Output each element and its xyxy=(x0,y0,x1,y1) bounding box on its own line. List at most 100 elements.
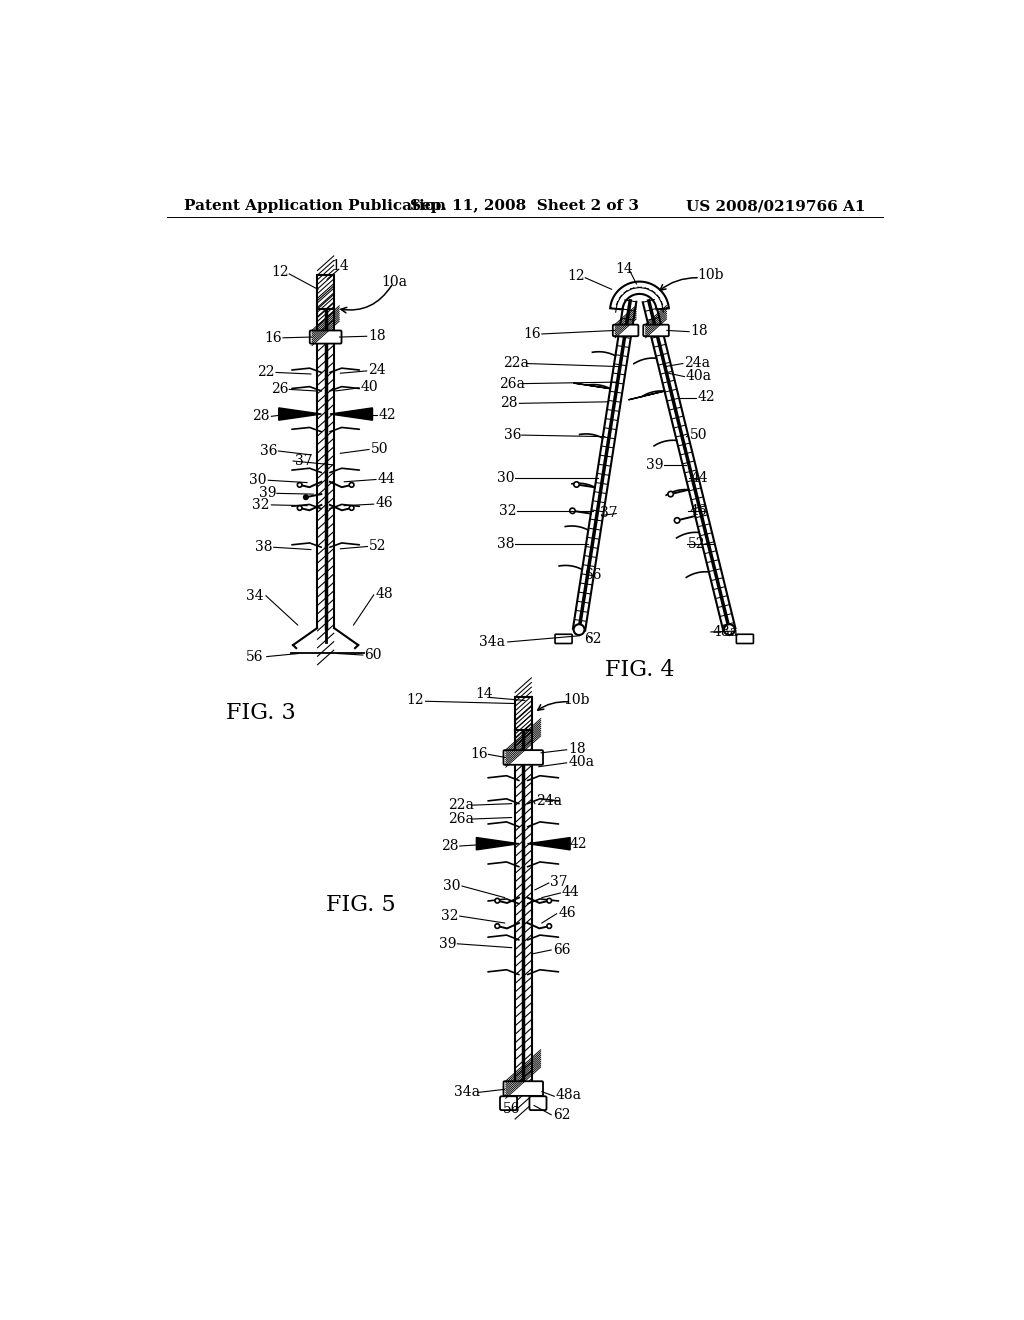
Text: 34: 34 xyxy=(246,589,263,603)
Text: 42: 42 xyxy=(697,391,715,404)
Text: 46: 46 xyxy=(558,906,575,920)
Text: 50: 50 xyxy=(690,428,708,442)
Text: 22a: 22a xyxy=(449,799,474,812)
Polygon shape xyxy=(610,281,669,309)
Text: 24a: 24a xyxy=(684,356,711,370)
Text: 18: 18 xyxy=(369,329,386,342)
Text: 38: 38 xyxy=(497,537,514,552)
FancyBboxPatch shape xyxy=(500,1096,517,1110)
Text: 34a: 34a xyxy=(455,1085,480,1100)
Text: 52: 52 xyxy=(369,539,386,553)
Circle shape xyxy=(724,624,735,635)
Text: 50: 50 xyxy=(371,442,388,455)
Text: 28: 28 xyxy=(501,396,518,411)
Text: 12: 12 xyxy=(271,265,289,280)
Text: 26a: 26a xyxy=(500,376,525,391)
Text: 30: 30 xyxy=(497,471,514,486)
Text: 48: 48 xyxy=(375,587,393,601)
Text: 14: 14 xyxy=(332,259,349,273)
FancyBboxPatch shape xyxy=(529,1096,547,1110)
Text: 56: 56 xyxy=(247,649,264,664)
Circle shape xyxy=(297,483,302,487)
Circle shape xyxy=(495,899,500,903)
Text: 32: 32 xyxy=(252,498,269,512)
Text: 32: 32 xyxy=(441,909,459,923)
Circle shape xyxy=(297,506,302,511)
FancyBboxPatch shape xyxy=(309,330,342,343)
Text: 62: 62 xyxy=(553,1107,570,1122)
Text: 36: 36 xyxy=(504,428,521,442)
Text: 39: 39 xyxy=(259,486,276,500)
Text: 16: 16 xyxy=(470,747,487,762)
Polygon shape xyxy=(629,391,665,400)
Text: 34a: 34a xyxy=(479,635,505,649)
Circle shape xyxy=(547,924,552,928)
Text: 28: 28 xyxy=(253,409,270,424)
Text: 22: 22 xyxy=(257,366,274,379)
Polygon shape xyxy=(527,837,570,850)
Text: 24: 24 xyxy=(369,363,386,378)
Text: 10a: 10a xyxy=(381,275,408,289)
Text: 18: 18 xyxy=(690,323,709,338)
Text: 26a: 26a xyxy=(449,812,474,826)
Text: 46: 46 xyxy=(690,504,708,519)
Text: 12: 12 xyxy=(406,693,424,706)
Text: 56: 56 xyxy=(503,1102,520,1117)
Text: 30: 30 xyxy=(249,474,266,487)
Bar xyxy=(317,276,334,309)
Text: 62: 62 xyxy=(585,632,602,645)
Text: 40a: 40a xyxy=(568,755,594,770)
Text: 44: 44 xyxy=(690,471,709,486)
Text: 14: 14 xyxy=(475,686,494,701)
Text: 39: 39 xyxy=(438,937,456,950)
Text: 10b: 10b xyxy=(697,268,724,282)
FancyBboxPatch shape xyxy=(612,325,638,337)
Circle shape xyxy=(569,508,575,513)
Text: US 2008/0219766 A1: US 2008/0219766 A1 xyxy=(686,199,866,213)
FancyBboxPatch shape xyxy=(504,1081,543,1096)
Text: 28: 28 xyxy=(441,840,459,853)
Circle shape xyxy=(349,483,354,487)
Text: FIG. 4: FIG. 4 xyxy=(605,660,675,681)
Text: 52: 52 xyxy=(688,537,706,552)
Text: Sep. 11, 2008  Sheet 2 of 3: Sep. 11, 2008 Sheet 2 of 3 xyxy=(411,199,639,213)
Text: 22a: 22a xyxy=(503,356,528,370)
Text: 12: 12 xyxy=(567,269,585,284)
Polygon shape xyxy=(573,383,610,388)
Polygon shape xyxy=(476,837,519,850)
Text: 14: 14 xyxy=(615,261,633,276)
Text: 66: 66 xyxy=(553,942,570,957)
Circle shape xyxy=(349,506,354,511)
Bar xyxy=(515,697,531,730)
Polygon shape xyxy=(643,300,735,631)
FancyBboxPatch shape xyxy=(504,750,543,764)
Text: 26: 26 xyxy=(271,383,289,396)
Circle shape xyxy=(668,491,674,496)
Text: 18: 18 xyxy=(568,742,586,756)
Circle shape xyxy=(547,899,552,903)
Circle shape xyxy=(675,517,680,523)
Circle shape xyxy=(573,482,580,487)
Text: 66: 66 xyxy=(585,569,602,582)
Circle shape xyxy=(495,924,500,928)
Bar xyxy=(515,730,531,1082)
Text: 37: 37 xyxy=(295,454,312,469)
Text: 38: 38 xyxy=(255,540,272,554)
Text: FIG. 5: FIG. 5 xyxy=(326,895,395,916)
Text: 48a: 48a xyxy=(556,1089,582,1102)
Text: 40: 40 xyxy=(360,380,378,395)
Text: 30: 30 xyxy=(443,879,461,894)
Text: 24a: 24a xyxy=(536,795,561,808)
Polygon shape xyxy=(330,408,373,420)
Circle shape xyxy=(573,624,585,635)
Text: Patent Application Publication: Patent Application Publication xyxy=(183,199,445,213)
Text: 46: 46 xyxy=(375,496,393,511)
Bar xyxy=(317,309,334,628)
Text: FIG. 3: FIG. 3 xyxy=(226,702,296,723)
FancyBboxPatch shape xyxy=(643,325,669,337)
Text: 16: 16 xyxy=(264,331,282,345)
Text: 32: 32 xyxy=(499,504,516,519)
Text: 60: 60 xyxy=(365,648,382,663)
Text: 37: 37 xyxy=(600,506,617,520)
Text: 48a: 48a xyxy=(713,624,738,639)
